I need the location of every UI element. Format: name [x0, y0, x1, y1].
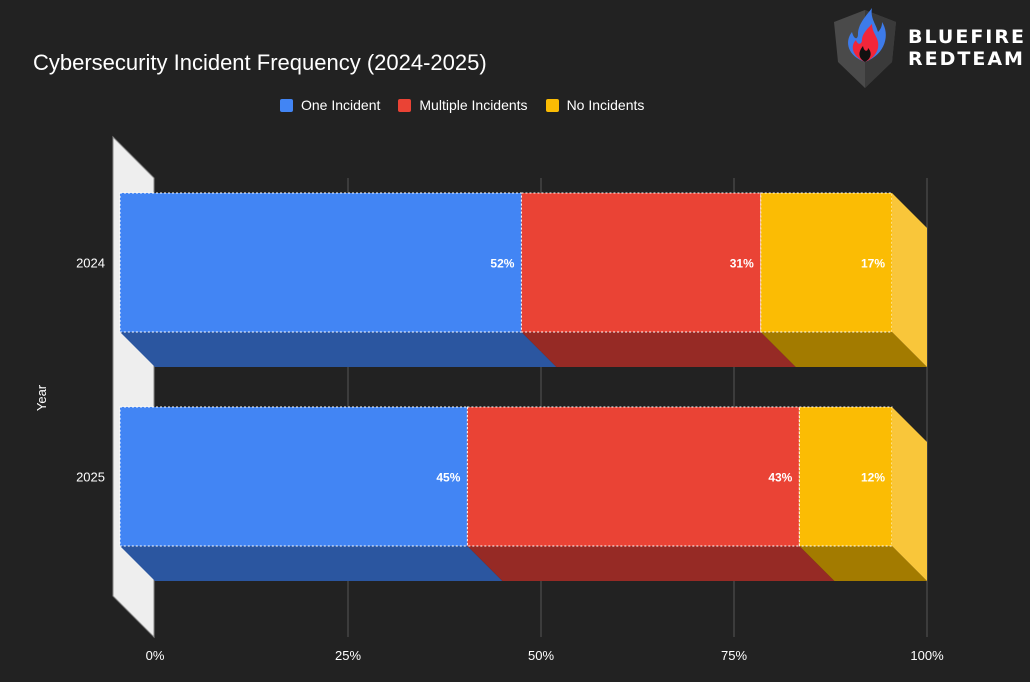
- bar-end-face: [892, 193, 927, 367]
- bar-segment: [798, 406, 893, 547]
- x-tick-label: 50%: [528, 648, 554, 663]
- data-label: 31%: [730, 257, 754, 271]
- bar-segment: [466, 406, 800, 547]
- bar-bottom-face: [467, 546, 835, 581]
- x-tick-label: 25%: [335, 648, 361, 663]
- chart-title: Cybersecurity Incident Frequency (2024-2…: [33, 50, 487, 75]
- bar-segment: [520, 192, 762, 333]
- x-tick-label: 100%: [910, 648, 944, 663]
- legend-item-multiple-incidents[interactable]: Multiple Incidents: [398, 97, 528, 113]
- logo-line1: BLUEFIRE: [908, 26, 1026, 48]
- shield-flame-icon: [834, 8, 896, 88]
- data-label: 12%: [861, 471, 885, 485]
- data-label: 45%: [436, 471, 460, 485]
- legend-swatch: [398, 98, 412, 112]
- y-tick-label: 2024: [76, 256, 105, 271]
- y-axis-label: Year: [34, 384, 49, 411]
- legend-swatch: [545, 98, 559, 112]
- legend-label: One Incident: [301, 97, 381, 113]
- data-label: 17%: [861, 257, 885, 271]
- bar-bottom-face: [120, 332, 557, 367]
- bar-bottom-face: [799, 546, 927, 581]
- bar-bottom-face: [120, 546, 503, 581]
- bar-bottom-face: [760, 332, 927, 367]
- data-label: 43%: [768, 471, 792, 485]
- bar-segment: [119, 192, 522, 333]
- x-tick-label: 75%: [721, 648, 747, 663]
- bar-segment: [119, 406, 468, 547]
- legend-label: Multiple Incidents: [419, 97, 528, 113]
- bluefire-redteam-logo: BLUEFIRE REDTEAM: [830, 4, 1026, 92]
- y-tick-label: 2025: [76, 470, 105, 485]
- logo-line2: REDTEAM: [908, 48, 1025, 70]
- x-tick-label: 0%: [146, 648, 165, 663]
- legend-item-no-incidents[interactable]: No Incidents: [545, 97, 645, 113]
- bar-bottom-face: [521, 332, 796, 367]
- legend-swatch: [280, 98, 293, 112]
- legend-item-one-incident[interactable]: One Incident: [280, 97, 380, 113]
- bar-end-face: [892, 407, 927, 581]
- legend: One Incident Multiple Incidents No Incid…: [280, 97, 644, 113]
- legend-label: No Incidents: [566, 97, 645, 113]
- data-label: 52%: [490, 257, 514, 271]
